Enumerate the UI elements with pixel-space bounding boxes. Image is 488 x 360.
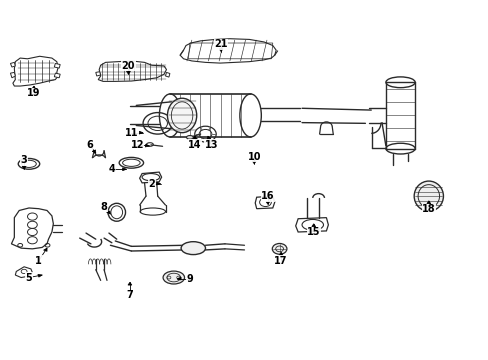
Polygon shape — [38, 274, 42, 277]
Text: 21: 21 — [214, 40, 227, 49]
Text: 17: 17 — [274, 256, 287, 266]
Polygon shape — [13, 56, 58, 86]
Text: 4: 4 — [108, 164, 115, 174]
Text: 16: 16 — [261, 191, 274, 201]
Text: 8: 8 — [101, 202, 107, 212]
Text: 10: 10 — [247, 152, 261, 162]
Polygon shape — [122, 168, 126, 171]
Polygon shape — [43, 248, 47, 251]
Ellipse shape — [167, 98, 196, 133]
Polygon shape — [22, 166, 26, 169]
Text: 2: 2 — [148, 179, 155, 189]
Polygon shape — [92, 150, 96, 153]
Text: 20: 20 — [122, 61, 135, 71]
Polygon shape — [192, 136, 196, 139]
Ellipse shape — [413, 181, 443, 211]
Polygon shape — [157, 182, 160, 185]
Polygon shape — [10, 62, 15, 67]
Polygon shape — [32, 86, 36, 89]
Polygon shape — [98, 61, 166, 81]
Polygon shape — [426, 201, 430, 204]
Text: 9: 9 — [186, 274, 193, 284]
Polygon shape — [177, 277, 181, 280]
Polygon shape — [54, 73, 60, 78]
Text: 5: 5 — [25, 273, 32, 283]
Polygon shape — [265, 202, 269, 204]
Text: 3: 3 — [20, 155, 27, 165]
Text: 11: 11 — [124, 128, 138, 138]
Polygon shape — [139, 131, 143, 134]
Polygon shape — [295, 218, 328, 232]
Polygon shape — [126, 71, 130, 74]
Polygon shape — [255, 196, 274, 209]
Polygon shape — [10, 72, 15, 78]
Text: 1: 1 — [35, 256, 42, 266]
Polygon shape — [219, 49, 223, 51]
Text: 6: 6 — [86, 140, 93, 150]
Text: 12: 12 — [130, 140, 143, 150]
Polygon shape — [54, 63, 60, 68]
Polygon shape — [15, 267, 32, 278]
Text: 7: 7 — [126, 291, 133, 301]
Ellipse shape — [272, 243, 286, 254]
Polygon shape — [145, 144, 149, 147]
Polygon shape — [252, 161, 256, 164]
Text: 19: 19 — [27, 88, 41, 98]
Polygon shape — [165, 72, 169, 77]
Polygon shape — [180, 39, 276, 63]
Text: 14: 14 — [187, 140, 201, 150]
Polygon shape — [311, 224, 315, 226]
Text: 13: 13 — [204, 140, 218, 150]
Polygon shape — [11, 208, 53, 249]
Ellipse shape — [186, 135, 193, 139]
Text: 18: 18 — [421, 204, 435, 215]
Text: 15: 15 — [306, 227, 320, 237]
Polygon shape — [106, 211, 110, 214]
Polygon shape — [279, 252, 283, 255]
Ellipse shape — [181, 242, 205, 255]
Ellipse shape — [163, 271, 184, 284]
Polygon shape — [140, 172, 161, 183]
Polygon shape — [96, 72, 101, 76]
Polygon shape — [207, 136, 210, 139]
Polygon shape — [128, 282, 132, 285]
